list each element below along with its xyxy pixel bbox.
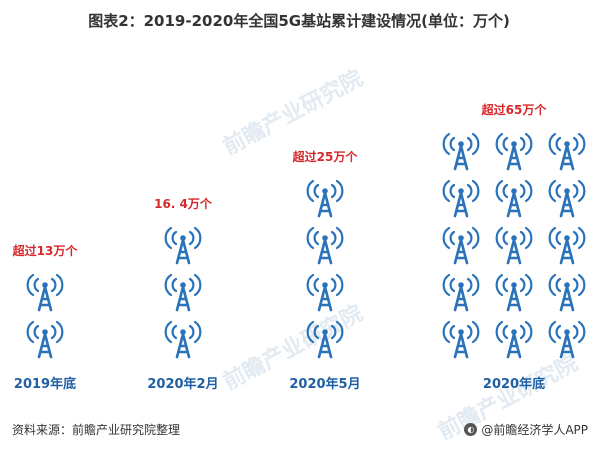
cell-tower-icon [442,226,480,265]
cell-tower-icon [495,179,533,218]
chart-title: 图表2：2019-2020年全国5G基站累计建设情况(单位：万个) [88,12,510,30]
cell-tower-icon [306,320,344,359]
cell-tower-icon [548,179,586,218]
category-label: 2020年底 [483,376,545,392]
cell-tower-icon [306,226,344,265]
brand-credit: ◐ @前瞻经济学人APP [464,421,588,438]
cell-tower-icon [442,179,480,218]
source-note: 资料来源：前瞻产业研究院整理 [12,423,181,437]
cell-tower-icon [548,320,586,359]
cell-tower-icon [164,273,202,312]
value-label: 16. 4万个 [154,196,213,211]
cell-tower-icon [442,320,480,359]
cell-tower-icon [26,273,64,312]
cell-tower-icon [164,226,202,265]
cell-tower-icon [548,226,586,265]
cell-tower-icon [495,320,533,359]
cell-tower-icon [164,320,202,359]
cell-tower-icon [495,226,533,265]
cell-tower-icon [495,273,533,312]
value-label: 超过13万个 [12,243,79,258]
brand-text: @前瞻经济学人APP [481,423,588,437]
value-label: 超过25万个 [292,149,359,164]
category-label: 2020年2月 [147,376,218,392]
brand-logo-icon: ◐ [464,423,478,436]
cell-tower-icon [548,273,586,312]
cell-tower-icon [26,320,64,359]
category-label: 2019年底 [14,376,76,392]
cell-tower-icon [442,273,480,312]
category-label: 2020年5月 [289,376,360,392]
value-label: 超过65万个 [481,102,548,117]
cell-tower-icon [306,273,344,312]
cell-tower-icon [442,132,480,171]
cell-tower-icon [495,132,533,171]
cell-tower-icon [548,132,586,171]
cell-tower-icon [306,179,344,218]
